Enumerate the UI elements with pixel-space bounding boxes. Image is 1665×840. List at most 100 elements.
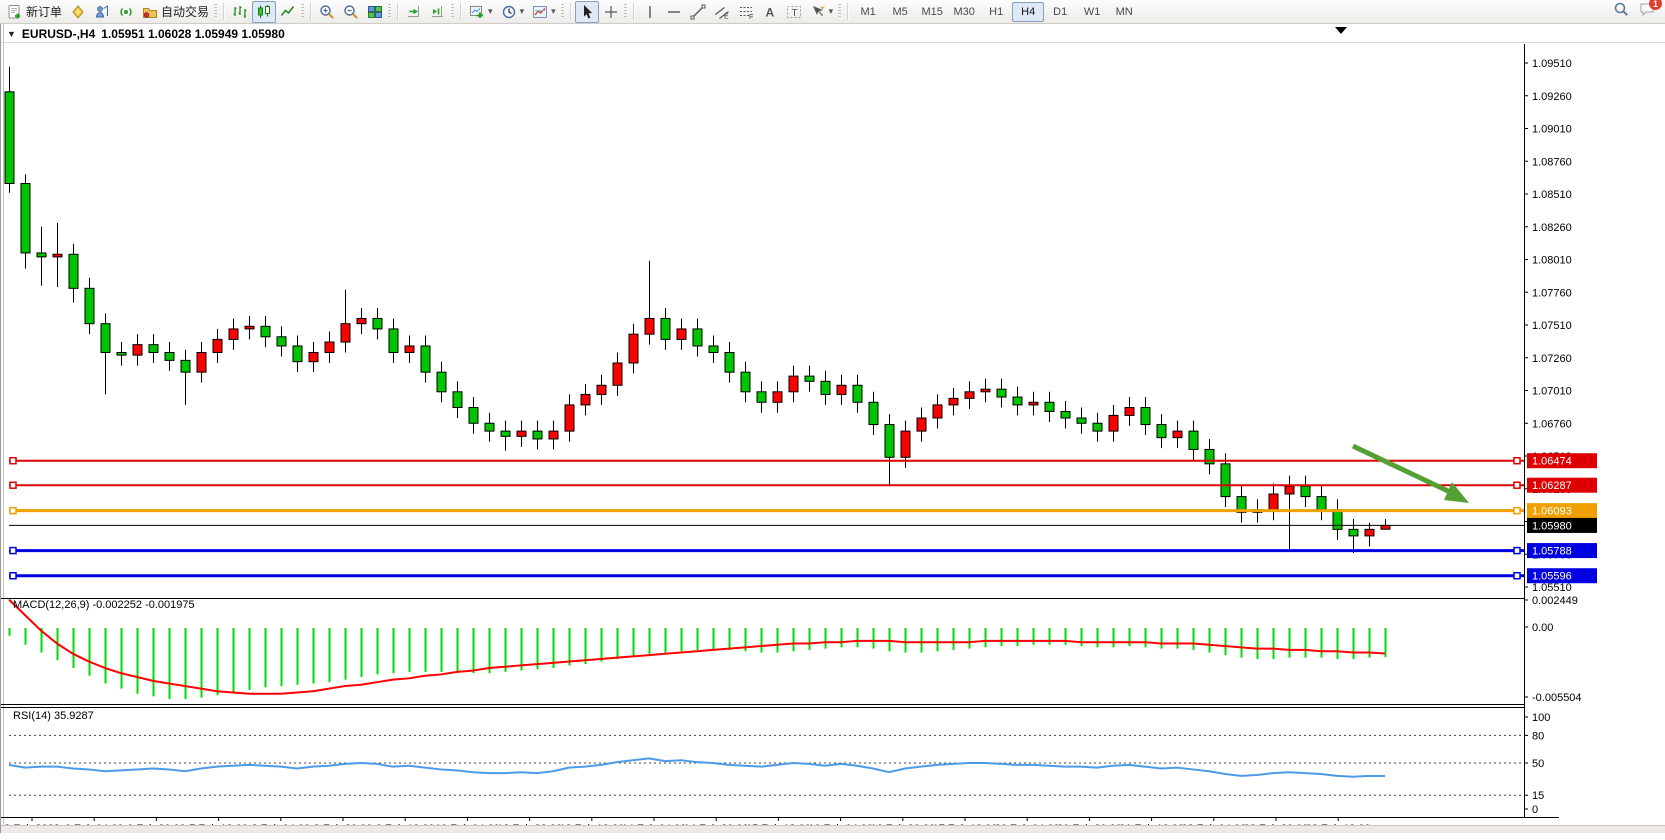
fibonacci-button[interactable]: F	[734, 1, 758, 23]
candlestick-mode-icon	[258, 4, 271, 18]
notification-badge: 1	[1649, 0, 1662, 10]
timeframe-m30-button[interactable]: M30	[953, 5, 975, 18]
chart-shift-marker	[1335, 27, 1347, 34]
toolbar-grip	[451, 4, 455, 19]
timeframe-h1-button[interactable]: H1	[989, 5, 1004, 18]
svg-text:80: 80	[1532, 730, 1544, 742]
crosshair-icon	[604, 5, 617, 18]
zoom-in-button[interactable]	[315, 1, 339, 23]
candlestick-mode-button[interactable]	[252, 0, 277, 23]
chat-button[interactable]: 1	[1639, 0, 1662, 22]
timeframe-mn-button[interactable]: MN	[1115, 5, 1133, 18]
svg-text:1.05788: 1.05788	[1532, 546, 1572, 558]
toolbar-separator	[847, 3, 850, 20]
svg-text:1.07010: 1.07010	[1532, 386, 1572, 398]
gold-chart-button[interactable]	[66, 1, 90, 23]
new-order-icon	[8, 4, 20, 18]
trendline-button[interactable]	[686, 1, 710, 23]
timeframe-m5-button[interactable]: M5	[892, 5, 908, 18]
search-button[interactable]	[1613, 1, 1629, 22]
cursor-icon	[583, 4, 592, 18]
svg-text:15: 15	[1532, 790, 1544, 802]
toolbar-grip	[214, 4, 218, 19]
auto-scroll-icon	[408, 5, 420, 17]
svg-text:1.05980: 1.05980	[1532, 520, 1572, 532]
timeframe-m1-button[interactable]: M1	[860, 5, 876, 18]
vertical-line-button[interactable]	[638, 1, 662, 23]
text-button[interactable]: A	[758, 1, 782, 23]
svg-text:1.06093: 1.06093	[1532, 506, 1572, 518]
chart-shift-button[interactable]	[426, 1, 450, 23]
svg-text:-0.005504: -0.005504	[1532, 692, 1582, 704]
horizontal-lines-layer: 1.06474 1.06287 1.06093 1.05980 1.05788 1.055…	[9, 453, 1597, 584]
toolbar-grip	[388, 4, 392, 19]
new-order-label: 新订单	[26, 5, 63, 19]
arrows-button[interactable]: ▾	[806, 1, 838, 23]
window-edge	[3, 24, 4, 826]
text-icon: A	[765, 5, 774, 19]
periods-icon	[502, 5, 515, 18]
svg-text:0.002449: 0.002449	[1532, 595, 1578, 607]
indicators-button[interactable]: ▾	[465, 1, 497, 23]
market-watch-button[interactable]	[90, 1, 114, 23]
chart-window: ▼ EURUSD-,H4 1.05951 1.06028 1.05949 1.0…	[0, 24, 1665, 833]
svg-text:A: A	[765, 5, 774, 19]
auto-scroll-button[interactable]	[402, 1, 426, 23]
svg-text:1.09010: 1.09010	[1532, 124, 1572, 136]
svg-text:1.06287: 1.06287	[1532, 480, 1572, 492]
fibonacci-icon: F	[739, 6, 753, 20]
chart-symbol-period: EURUSD-,H4	[21, 27, 96, 41]
equidistant-channel-icon: E	[714, 6, 729, 20]
svg-text:1.08760: 1.08760	[1532, 156, 1572, 168]
dropdown-caret-icon: ▾	[519, 6, 525, 16]
toolbar-grip	[838, 4, 842, 19]
timeframe-m15-button[interactable]: M15	[921, 5, 943, 18]
line-chart-mode-icon	[280, 5, 295, 16]
svg-text:1.06760: 1.06760	[1532, 418, 1572, 430]
toolbar-grip	[301, 4, 305, 19]
signals-button[interactable]	[114, 1, 138, 23]
rsi-layer: RSI(14) 35.9287 100 80 50 15 0	[8, 710, 1550, 816]
text-label-button[interactable]: T	[782, 1, 806, 23]
auto-trading-button[interactable]: 自动交易	[138, 1, 213, 23]
svg-text:1.05510: 1.05510	[1532, 582, 1572, 594]
toolbar-grip	[560, 4, 564, 19]
svg-text:100: 100	[1532, 712, 1550, 724]
arrows-icon	[812, 5, 825, 16]
chart-canvas[interactable]: 1.09510 1.09260 1.09010 1.08760 1.08510 1.082…	[1, 24, 1665, 833]
tile-windows-button[interactable]	[363, 1, 387, 23]
equidistant-channel-button[interactable]: E	[710, 1, 734, 23]
timeframe-h4-button[interactable]: H4	[1012, 1, 1045, 22]
svg-text:1.09260: 1.09260	[1532, 91, 1572, 103]
templates-button[interactable]: ▾	[528, 1, 560, 23]
market-watch-icon	[96, 4, 109, 17]
horizontal-line-button[interactable]	[662, 1, 686, 23]
auto-trading-label: 自动交易	[161, 5, 210, 19]
toolbar-separator	[460, 3, 463, 20]
candles-layer	[4, 66, 1391, 553]
templates-icon	[533, 5, 548, 18]
periods-button[interactable]: ▾	[497, 1, 529, 23]
timeframe-d1-button[interactable]: D1	[1053, 5, 1068, 18]
chart-collapse-icon[interactable]: ▼	[7, 29, 16, 39]
chart-shift-icon	[432, 5, 444, 17]
svg-text:1.07510: 1.07510	[1532, 320, 1572, 332]
macd-label: MACD(12,26,9) -0.002252 -0.001975	[13, 599, 195, 611]
text-label-icon: T	[786, 5, 801, 19]
svg-text:0.00: 0.00	[1532, 622, 1553, 634]
new-order-button[interactable]: 新订单	[3, 1, 66, 23]
svg-text:E: E	[724, 13, 729, 20]
crosshair-button[interactable]	[599, 1, 623, 23]
bar-chart-mode-button[interactable]	[228, 1, 252, 23]
cursor-button[interactable]	[574, 0, 599, 23]
timeframe-w1-button[interactable]: W1	[1083, 5, 1101, 18]
trend-arrow[interactable]	[1351, 443, 1469, 503]
svg-text:1.07760: 1.07760	[1532, 287, 1572, 299]
toolbar-separator	[397, 3, 400, 20]
zoom-out-button[interactable]	[339, 1, 363, 23]
line-chart-mode-button[interactable]	[276, 1, 300, 23]
svg-text:1.06474: 1.06474	[1532, 456, 1572, 468]
auto-trading-icon	[143, 7, 158, 18]
indicators-icon	[470, 5, 484, 18]
